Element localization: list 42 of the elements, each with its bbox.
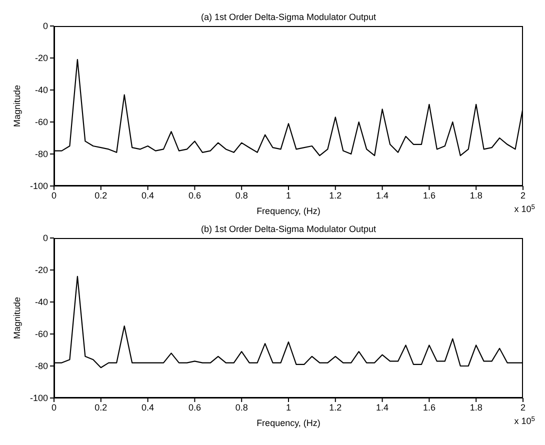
- y-axis-title: Magnitude: [12, 84, 22, 128]
- y-tick-label: -100: [30, 181, 48, 192]
- x-tick-label: 1.2: [329, 190, 342, 200]
- y-tick-label: -60: [34, 329, 48, 340]
- x-tick-label: 0: [51, 402, 57, 412]
- y-tick-label: -20: [34, 265, 48, 276]
- x-tick-label: 0.2: [94, 402, 108, 412]
- x-tick-label: 1.8: [470, 402, 482, 412]
- y-tick-label: -40: [34, 85, 48, 96]
- x-tick-label: 2: [520, 190, 526, 200]
- x-tick-label: 0.6: [188, 402, 201, 412]
- y-tick-label: -20: [34, 53, 48, 64]
- x-tick-label: 1.4: [376, 190, 389, 200]
- x-tick-label: 2: [520, 402, 526, 412]
- y-tick-label: -40: [34, 297, 48, 308]
- x-tick-label: 1: [286, 402, 292, 412]
- chart-title: (b) 1st Order Delta-Sigma Modulator Output: [200, 224, 377, 234]
- x-tick-label: 1: [286, 190, 292, 200]
- x-axis-title: Frequency, (Hz): [256, 206, 320, 216]
- x-tick-label: 0.6: [188, 190, 201, 200]
- x-tick-label: 1.2: [329, 402, 342, 412]
- x-tick-label: 1.8: [470, 190, 482, 200]
- x-tick-label: 1.6: [422, 402, 436, 412]
- x-tick-label: 0.4: [142, 402, 154, 412]
- x-tick-label: 0: [51, 190, 57, 200]
- y-tick-label: -80: [34, 361, 48, 372]
- y-tick-label: -100: [30, 393, 48, 404]
- x-tick-label: 0.8: [235, 402, 248, 412]
- chart-title: (a) 1st Order Delta-Sigma Modulator Output: [200, 12, 377, 22]
- x-tick-label: 0.4: [142, 190, 154, 200]
- y-tick-label: -60: [34, 117, 48, 128]
- x-axis-title: Frequency, (Hz): [256, 418, 320, 428]
- text: x 10$^{5}$: [514, 416, 536, 426]
- x-tick-label: 1.6: [422, 190, 436, 200]
- y-axis-title: Magnitude: [12, 296, 22, 340]
- y-tick-label: 0: [42, 21, 48, 32]
- x-tick-label: 0.8: [235, 190, 248, 200]
- text: x 10$^{5}$: [514, 204, 536, 214]
- y-tick-label: -80: [34, 149, 48, 160]
- x-tick-label: 1.4: [376, 402, 389, 412]
- x-tick-label: 0.2: [94, 190, 108, 200]
- y-tick-label: 0: [42, 233, 48, 244]
